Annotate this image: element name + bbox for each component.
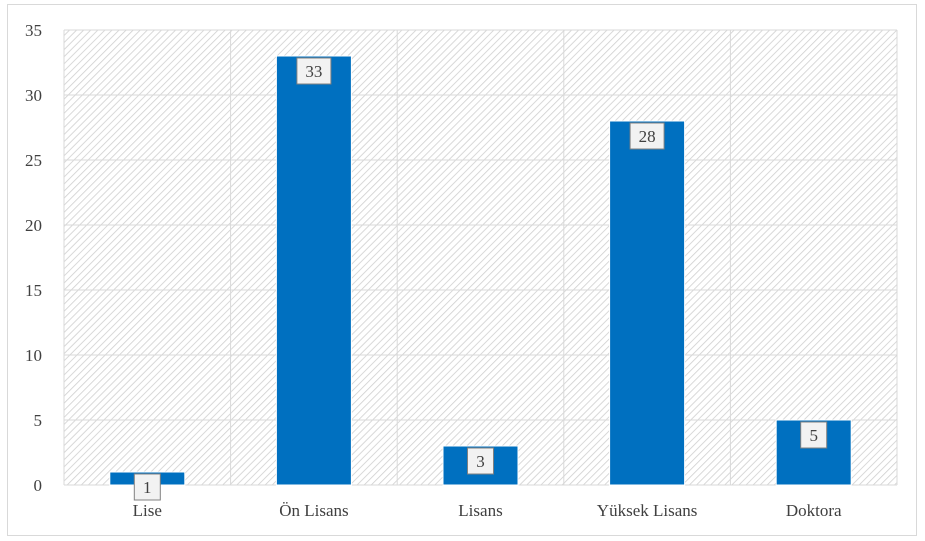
y-tick-label: 10 [25, 346, 42, 365]
y-tick-label: 35 [25, 21, 42, 40]
x-tick-label: Yüksek Lisans [597, 501, 698, 520]
x-tick-label: Ön Lisans [279, 501, 348, 520]
x-tick-label: Lisans [458, 501, 502, 520]
bars [109, 55, 852, 486]
data-label-box [133, 473, 161, 501]
data-label-box [467, 447, 494, 475]
plot-area [64, 30, 897, 485]
data-label-box [629, 122, 665, 150]
gridlines [63, 29, 898, 486]
y-tick-label: 20 [25, 216, 42, 235]
data-label: 1 [143, 478, 152, 497]
bar [275, 55, 352, 486]
data-label: 33 [305, 62, 322, 81]
data-label-box [296, 57, 332, 85]
data-label-box [800, 421, 828, 449]
y-tick-label: 30 [25, 86, 42, 105]
data-label: 28 [639, 127, 656, 146]
y-tick-label: 15 [25, 281, 42, 300]
data-label: 5 [809, 426, 818, 445]
y-tick-label: 5 [34, 411, 43, 430]
y-tick-label: 0 [34, 476, 43, 495]
x-axis: Lise Ön Lisans Lisans Yüksek Lisans Doktora [133, 501, 842, 520]
bar [609, 120, 686, 486]
y-axis: 0 5 10 15 20 25 30 35 [25, 21, 42, 495]
data-label: 3 [476, 452, 485, 471]
y-tick-label: 25 [25, 151, 42, 170]
x-tick-label: Lise [133, 501, 162, 520]
x-tick-label: Doktora [786, 501, 842, 520]
